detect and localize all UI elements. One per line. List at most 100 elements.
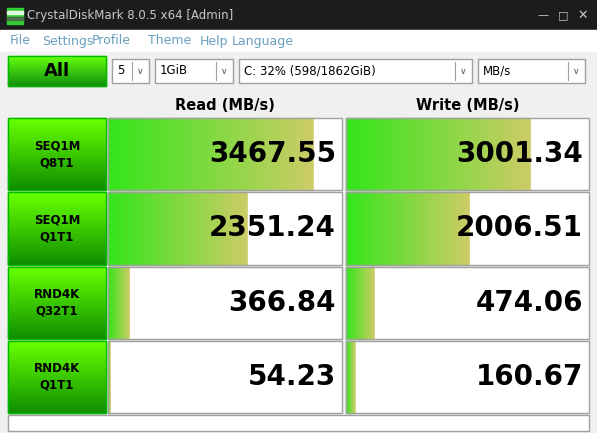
Bar (268, 118, 269, 190)
Bar (204, 118, 205, 190)
Bar (455, 118, 456, 190)
Bar (140, 118, 141, 190)
Bar (8, 149, 106, 150)
Text: ∨: ∨ (221, 67, 227, 75)
Bar (7, 17, 23, 20)
Bar (8, 367, 106, 368)
Bar (462, 118, 463, 190)
Bar (109, 118, 110, 190)
Bar (417, 192, 418, 265)
Bar (390, 118, 391, 190)
Bar (8, 326, 106, 328)
Bar (113, 118, 114, 190)
Bar (109, 266, 110, 339)
Bar (8, 130, 106, 131)
Bar (190, 192, 191, 265)
Bar (8, 241, 106, 242)
Bar (353, 266, 354, 339)
Bar (8, 221, 106, 223)
Bar (302, 118, 303, 190)
Bar (205, 118, 206, 190)
Bar (8, 409, 106, 410)
Bar (8, 85, 106, 86)
Bar (283, 118, 284, 190)
Bar (360, 192, 361, 265)
Bar (386, 192, 387, 265)
Bar (8, 199, 106, 200)
Bar (438, 118, 439, 190)
Bar (8, 148, 106, 149)
Bar (353, 192, 354, 265)
Bar (154, 118, 155, 190)
Bar (190, 118, 191, 190)
Bar (8, 349, 106, 350)
Bar (8, 217, 106, 219)
Bar (217, 192, 218, 265)
Bar (426, 192, 427, 265)
Bar (128, 118, 129, 190)
Bar (368, 118, 369, 190)
Bar (430, 192, 431, 265)
Bar (149, 118, 150, 190)
Bar (453, 192, 454, 265)
Bar (370, 118, 371, 190)
Bar (212, 192, 213, 265)
Bar (420, 118, 421, 190)
Bar (8, 284, 106, 286)
Bar (445, 118, 446, 190)
Bar (456, 118, 457, 190)
Bar (488, 118, 489, 190)
Bar (194, 192, 195, 265)
Bar (8, 195, 106, 197)
Bar (8, 317, 106, 319)
Bar (8, 184, 106, 185)
Bar (369, 192, 370, 265)
Bar (306, 118, 307, 190)
Bar (8, 226, 106, 227)
Bar (8, 343, 106, 344)
Bar (145, 118, 146, 190)
Bar (8, 61, 106, 62)
Bar (467, 192, 468, 265)
Bar (450, 192, 451, 265)
Bar (8, 352, 106, 353)
Bar (281, 118, 282, 190)
Bar (110, 192, 111, 265)
Bar (193, 192, 194, 265)
Bar (199, 192, 200, 265)
Bar (365, 192, 366, 265)
Bar (200, 192, 201, 265)
Bar (525, 118, 526, 190)
Bar (356, 266, 357, 339)
Bar (232, 192, 233, 265)
Bar (8, 225, 106, 226)
Bar (8, 261, 106, 262)
Bar (8, 353, 106, 354)
Bar (8, 397, 106, 398)
Bar (349, 118, 350, 190)
Bar (366, 192, 367, 265)
Bar (510, 118, 511, 190)
Bar (400, 192, 401, 265)
Bar (527, 118, 528, 190)
Bar (494, 118, 495, 190)
Bar (133, 118, 134, 190)
Bar (220, 118, 221, 190)
Bar (203, 192, 204, 265)
Bar (8, 59, 106, 60)
Bar (219, 192, 220, 265)
Bar (8, 393, 106, 394)
Bar (352, 341, 353, 413)
Bar (8, 275, 106, 277)
Bar (8, 137, 106, 138)
Bar (424, 192, 425, 265)
Bar (123, 192, 124, 265)
Bar (8, 252, 106, 253)
Bar (408, 192, 409, 265)
Bar (8, 71, 106, 72)
Bar (491, 118, 492, 190)
Bar (428, 118, 429, 190)
Bar (8, 260, 106, 262)
Bar (221, 192, 222, 265)
Bar (248, 192, 342, 265)
